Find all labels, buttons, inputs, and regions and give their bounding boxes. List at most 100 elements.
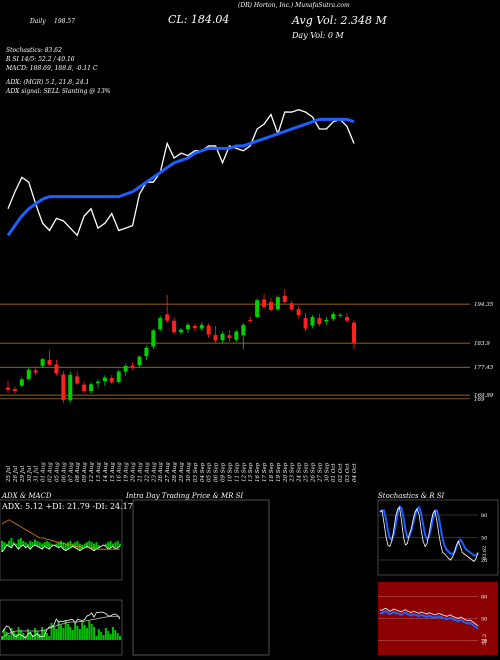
date-label: 03 Sep	[193, 462, 199, 482]
date-label: 05 Sep	[207, 462, 213, 482]
date-label: 31 Jul	[34, 466, 40, 482]
candle-body	[345, 316, 350, 321]
price-line	[7, 108, 355, 237]
candle-body	[144, 347, 149, 357]
candle-body	[89, 384, 94, 391]
candle-body	[289, 303, 294, 310]
candle-body	[12, 389, 17, 391]
panel2-title: Intra Day Trading Price & MR SI	[126, 492, 244, 500]
plus-di-line	[1, 542, 121, 553]
candle-body	[192, 325, 197, 329]
candle-body	[47, 359, 52, 365]
date-label: 06 Sep	[214, 462, 220, 482]
candle-body	[61, 374, 66, 400]
date-label: 29 Aug	[179, 462, 185, 483]
stoch-tick: 20	[481, 558, 487, 564]
candle-body	[130, 365, 135, 368]
candle-body	[268, 302, 273, 310]
macd-signal-line	[1, 616, 121, 639]
candle-body	[241, 324, 246, 336]
stoch-d-line	[379, 504, 479, 557]
level-label: 169.99	[474, 393, 494, 399]
candle-body	[234, 331, 239, 340]
header-day-vol: Day Vol: 0 M	[292, 31, 344, 40]
header-avg-vol: Avg Vol: 2.348 M	[292, 14, 387, 27]
candle-body	[282, 295, 287, 303]
rsi-tick: 20	[481, 638, 487, 644]
header-close: CL: 184.04	[168, 13, 230, 26]
date-label: 12 Aug	[89, 462, 95, 482]
date-label: 27 Sep	[317, 462, 323, 483]
date-label: 20 Aug	[131, 462, 137, 483]
level-label: 177.45	[474, 365, 494, 371]
date-label: 27 Aug	[165, 462, 171, 483]
date-label: 17 Sep	[262, 462, 268, 482]
candle-body	[303, 318, 308, 329]
level-label: 169	[474, 397, 485, 403]
date-label: 13 Aug	[96, 462, 102, 482]
date-label: 28 Aug	[172, 462, 178, 483]
candle-body	[137, 356, 142, 366]
stoch-tick: 80	[481, 513, 487, 519]
date-label: 19 Sep	[276, 462, 282, 482]
candle-body	[213, 334, 218, 341]
candle-body	[54, 364, 59, 374]
candle-body	[6, 387, 10, 390]
date-label: 09 Sep	[221, 462, 227, 482]
date-label: 01 Aug	[41, 462, 47, 482]
candle-body	[116, 371, 121, 382]
rsi-line	[379, 610, 479, 630]
candle-body	[33, 370, 38, 373]
date-label: 21 Aug	[137, 462, 143, 483]
candle-body	[179, 329, 183, 333]
header-daily: Daily	[30, 18, 46, 25]
candle-body	[95, 381, 100, 384]
candle-body	[40, 359, 45, 366]
candle-body	[206, 325, 211, 335]
date-label: 19 Aug	[124, 462, 130, 482]
level-label: 194.35	[474, 302, 494, 308]
date-label: 16 Aug	[117, 462, 123, 482]
adx-value: ADX: (MGR) 5.1, 21.8, 24.1	[6, 79, 90, 86]
candle-body	[275, 297, 280, 310]
candle-body	[185, 324, 190, 330]
date-label: 26 Sep	[310, 462, 316, 483]
candle-body	[352, 322, 356, 343]
candle-body	[324, 319, 329, 322]
macd-line	[1, 611, 121, 639]
date-label: 20 Sep	[283, 462, 289, 483]
date-label: 25 Jul	[6, 466, 12, 483]
date-label: 18 Sep	[269, 462, 275, 482]
stoch-k-line	[379, 506, 479, 563]
candle-body	[82, 384, 87, 392]
candle-body	[296, 309, 301, 316]
candle-body	[220, 333, 225, 341]
candle-body	[165, 314, 170, 321]
candle-body	[123, 365, 128, 372]
candle-body	[109, 377, 114, 383]
candle-body	[317, 318, 322, 325]
candle-body	[199, 324, 204, 329]
date-label: 16 Sep	[255, 462, 261, 482]
candle-body	[75, 376, 80, 384]
date-label: 30 Jul	[27, 466, 33, 482]
candle-body	[68, 374, 73, 401]
candle-body	[227, 335, 232, 338]
candle-body	[248, 319, 253, 322]
date-label: 10 Sep	[227, 462, 233, 482]
candle-body	[262, 299, 267, 307]
rsi-value-label: 52.2	[482, 634, 488, 645]
date-label: 15 Aug	[110, 462, 116, 482]
candle-body	[338, 314, 343, 316]
rsi-tick: 80	[481, 595, 487, 601]
candle-body	[255, 300, 260, 317]
candle-body	[151, 330, 156, 347]
date-label: 02 Aug	[48, 462, 54, 482]
candle-body	[102, 377, 107, 382]
panel3-title: Stochastics & R SI	[378, 492, 445, 500]
stoch-value-label: 83.62	[482, 546, 488, 560]
date-label: 06 Aug	[61, 462, 67, 482]
rsi-signal-line	[379, 607, 479, 627]
date-label: 13 Sep	[248, 462, 254, 482]
